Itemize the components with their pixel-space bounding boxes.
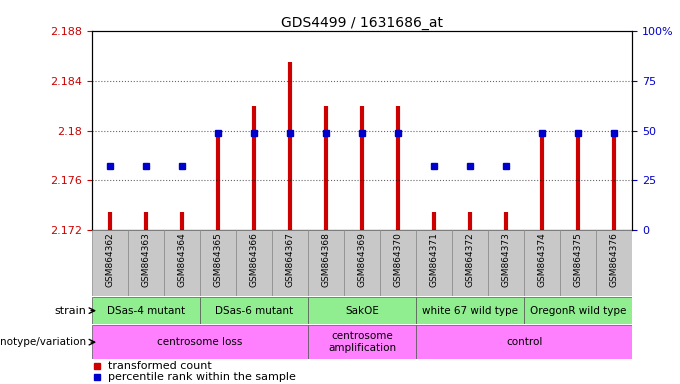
Bar xyxy=(416,297,524,324)
Bar xyxy=(488,230,524,296)
Bar xyxy=(416,325,632,359)
Bar xyxy=(524,297,632,324)
Bar xyxy=(92,297,200,324)
Bar xyxy=(452,230,488,296)
Text: percentile rank within the sample: percentile rank within the sample xyxy=(108,372,296,382)
Title: GDS4499 / 1631686_at: GDS4499 / 1631686_at xyxy=(281,16,443,30)
Text: DSas-6 mutant: DSas-6 mutant xyxy=(215,306,293,316)
Text: transformed count: transformed count xyxy=(108,361,211,371)
Text: GSM864371: GSM864371 xyxy=(430,232,439,287)
Text: GSM864373: GSM864373 xyxy=(502,232,511,287)
Text: GSM864369: GSM864369 xyxy=(358,232,367,287)
Text: control: control xyxy=(506,337,543,347)
Text: GSM864376: GSM864376 xyxy=(610,232,619,287)
Text: GSM864367: GSM864367 xyxy=(286,232,294,287)
Bar xyxy=(416,230,452,296)
Bar xyxy=(596,230,632,296)
Text: GSM864374: GSM864374 xyxy=(538,232,547,287)
Bar xyxy=(128,230,164,296)
Bar xyxy=(92,325,308,359)
Text: GSM864365: GSM864365 xyxy=(214,232,222,287)
Bar xyxy=(92,230,128,296)
Text: white 67 wild type: white 67 wild type xyxy=(422,306,518,316)
Text: GSM864372: GSM864372 xyxy=(466,232,475,287)
Text: GSM864362: GSM864362 xyxy=(105,232,114,287)
Text: GSM864375: GSM864375 xyxy=(574,232,583,287)
Bar xyxy=(272,230,308,296)
Bar xyxy=(308,297,416,324)
Text: GSM864370: GSM864370 xyxy=(394,232,403,287)
Bar xyxy=(560,230,596,296)
Text: strain: strain xyxy=(54,306,86,316)
Bar xyxy=(164,230,200,296)
Bar xyxy=(308,230,344,296)
Bar xyxy=(200,297,308,324)
Text: GSM864368: GSM864368 xyxy=(322,232,330,287)
Text: DSas-4 mutant: DSas-4 mutant xyxy=(107,306,185,316)
Text: SakOE: SakOE xyxy=(345,306,379,316)
Text: GSM864363: GSM864363 xyxy=(141,232,150,287)
Bar xyxy=(344,230,380,296)
Text: centrosome loss: centrosome loss xyxy=(157,337,243,347)
Text: centrosome
amplification: centrosome amplification xyxy=(328,331,396,353)
Bar xyxy=(308,325,416,359)
Text: GSM864364: GSM864364 xyxy=(177,232,186,287)
Text: GSM864366: GSM864366 xyxy=(250,232,258,287)
Text: OregonR wild type: OregonR wild type xyxy=(530,306,626,316)
Bar xyxy=(236,230,272,296)
Text: genotype/variation: genotype/variation xyxy=(0,337,86,347)
Bar xyxy=(380,230,416,296)
Bar xyxy=(524,230,560,296)
Bar xyxy=(200,230,236,296)
